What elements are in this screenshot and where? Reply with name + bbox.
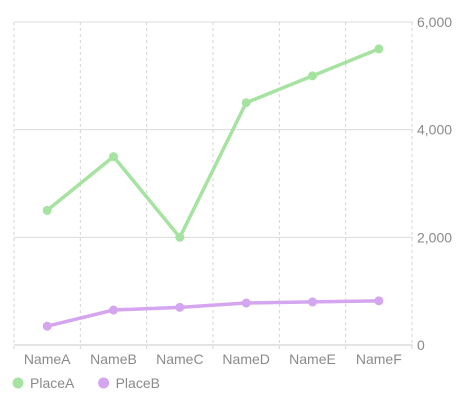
legend-marker <box>12 377 24 389</box>
x-tick-label: NameB <box>90 351 137 367</box>
grid-layer <box>13 21 413 352</box>
data-point-placea <box>42 205 52 215</box>
x-tick-label: NameF <box>356 351 402 367</box>
x-tick-label: NameC <box>156 351 203 367</box>
legend: PlaceA PlaceB <box>12 375 160 391</box>
data-point-placeb <box>374 296 384 306</box>
legend-item-placea: PlaceA <box>12 375 75 391</box>
data-point-placeb <box>241 298 251 308</box>
y-tick-label: 0 <box>417 337 425 353</box>
x-tick-label: NameA <box>24 351 71 367</box>
axis-layer: 0 2,000 4,000 6,000 NameA NameB NameC NameD Name… <box>24 14 452 367</box>
series-line-placea <box>45 47 381 240</box>
data-point-placea <box>374 44 384 54</box>
series-layer <box>42 44 384 331</box>
series-line-placeb <box>45 299 381 328</box>
data-point-placeb <box>175 302 185 312</box>
data-point-placeb <box>42 321 52 331</box>
data-point-placea <box>109 152 118 162</box>
x-tick-label: NameE <box>289 351 336 367</box>
x-tick-label: NameD <box>222 351 269 367</box>
data-point-placeb <box>109 305 118 315</box>
data-point-placea <box>241 98 251 108</box>
y-tick-label: 2,000 <box>417 229 452 245</box>
legend-label: PlaceA <box>30 375 75 391</box>
y-tick-label: 4,000 <box>417 122 452 138</box>
data-point-placea <box>308 71 317 81</box>
data-point-placea <box>175 232 185 242</box>
legend-label: PlaceB <box>116 375 160 391</box>
data-point-placeb <box>308 297 317 307</box>
y-tick-label: 6,000 <box>417 14 452 30</box>
legend-marker <box>98 377 110 389</box>
legend-item-placeb: PlaceB <box>98 375 160 391</box>
